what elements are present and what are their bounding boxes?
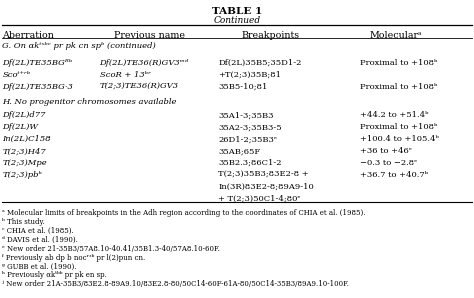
Text: ᶜ CHIA et al. (1985).: ᶜ CHIA et al. (1985). (2, 227, 74, 235)
Text: + T(2;3)50C1-4;80ᵉ: + T(2;3)50C1-4;80ᵉ (218, 195, 301, 203)
Text: Df(2L)d77: Df(2L)d77 (2, 111, 46, 119)
Text: Proximal to +108ᵇ: Proximal to +108ᵇ (360, 59, 438, 67)
Text: In(2L)C158: In(2L)C158 (2, 135, 51, 143)
Text: +100.4 to +105.4ᵇ: +100.4 to +105.4ᵇ (360, 135, 439, 143)
Text: T(2;3)H47: T(2;3)H47 (2, 147, 46, 155)
Text: Proximal to +108ᵇ: Proximal to +108ᵇ (360, 123, 438, 131)
Text: 35B5-10;81: 35B5-10;81 (218, 83, 267, 91)
Text: ᵃ Molecular limits of breakpoints in the Adh region according to the coordinates: ᵃ Molecular limits of breakpoints in the… (2, 209, 366, 217)
Text: 35A2-3;35B3-5: 35A2-3;35B3-5 (218, 123, 282, 131)
Text: T(2;3)pbᵇ: T(2;3)pbᵇ (2, 171, 42, 179)
Text: 35AB;65F: 35AB;65F (218, 147, 260, 155)
Text: Df(2L)TE36(R)GV3ᵐᵈ: Df(2L)TE36(R)GV3ᵐᵈ (100, 59, 189, 67)
Text: Molecularᵃ: Molecularᵃ (370, 31, 422, 40)
Text: 26D1-2;35B3ᵉ: 26D1-2;35B3ᵉ (218, 135, 277, 143)
Text: 35A1-3;35B3: 35A1-3;35B3 (218, 111, 273, 119)
Text: T(2;3)35B3;83E2-8 +: T(2;3)35B3;83E2-8 + (218, 171, 309, 179)
Text: Previous name: Previous name (114, 31, 185, 40)
Text: T(2;3)TE36(R)GV3: T(2;3)TE36(R)GV3 (100, 83, 179, 91)
Text: ᵍ GUBB et al. (1990).: ᵍ GUBB et al. (1990). (2, 263, 77, 271)
Text: Df(2L)TE35BG·3: Df(2L)TE35BG·3 (2, 83, 73, 91)
Text: H. No progenitor chromosomes available: H. No progenitor chromosomes available (2, 98, 177, 106)
Text: 35B2.3;86C1-2: 35B2.3;86C1-2 (218, 159, 282, 167)
Text: Df(2L)W: Df(2L)W (2, 123, 38, 131)
Text: ᵈ DAVIS et al. (1990).: ᵈ DAVIS et al. (1990). (2, 236, 78, 244)
Text: +36 to +46ᵉ: +36 to +46ᵉ (360, 147, 412, 155)
Text: −0.3 to −2.8ᵉ: −0.3 to −2.8ᵉ (360, 159, 418, 167)
Text: TABLE 1: TABLE 1 (212, 7, 262, 16)
Text: ᶠ Previously ab dp b nocʳᵌᵇ pr l(2)pun cn.: ᶠ Previously ab dp b nocʳᵌᵇ pr l(2)pun c… (2, 254, 146, 262)
Text: ᵉ New order 21-35B3/57A8.10-40.41/35B1.3-40/57A8.10-60F.: ᵉ New order 21-35B3/57A8.10-40.41/35B1.3… (2, 245, 220, 253)
Text: Proximal to +108ᵇ: Proximal to +108ᵇ (360, 83, 438, 91)
Text: +T(2;3)35B;81: +T(2;3)35B;81 (218, 71, 281, 79)
Text: Aberration: Aberration (2, 31, 54, 40)
Text: Scoᵗ⁺ʳᵇ: Scoᵗ⁺ʳᵇ (2, 71, 31, 79)
Text: T(2;3)Mpe: T(2;3)Mpe (2, 159, 47, 167)
Text: In(3R)83E2-8;89A9-10: In(3R)83E2-8;89A9-10 (218, 183, 314, 191)
Text: Breakpoints: Breakpoints (242, 31, 300, 40)
Text: ᵇ This study.: ᵇ This study. (2, 218, 45, 226)
Text: Continued: Continued (213, 16, 261, 25)
Text: +36.7 to +40.7ᵇ: +36.7 to +40.7ᵇ (360, 171, 428, 179)
Text: ScoR + 13ᵇʳ: ScoR + 13ᵇʳ (100, 71, 151, 79)
Text: G. On αkᵗˣᵇᶜ pr pk cn spᵇ (continued): G. On αkᵗˣᵇᶜ pr pk cn spᵇ (continued) (2, 42, 156, 50)
Text: Df(2L)TE35BGᴿᵇ: Df(2L)TE35BGᴿᵇ (2, 59, 73, 67)
Text: ʰ Previously αkᵗᵇᵇ pr pk en sp.: ʰ Previously αkᵗᵇᵇ pr pk en sp. (2, 271, 107, 280)
Text: ʲ New order 21A-35B3/83E2.8-89A9.10/83E2.8-80/50C14-60F-61A-80/50C14-35B3/89A9.1: ʲ New order 21A-35B3/83E2.8-89A9.10/83E2… (2, 280, 349, 288)
Text: Df(2L)35B5;35D1-2: Df(2L)35B5;35D1-2 (218, 59, 301, 67)
Text: +44.2 to +51.4ᵇ: +44.2 to +51.4ᵇ (360, 111, 429, 119)
